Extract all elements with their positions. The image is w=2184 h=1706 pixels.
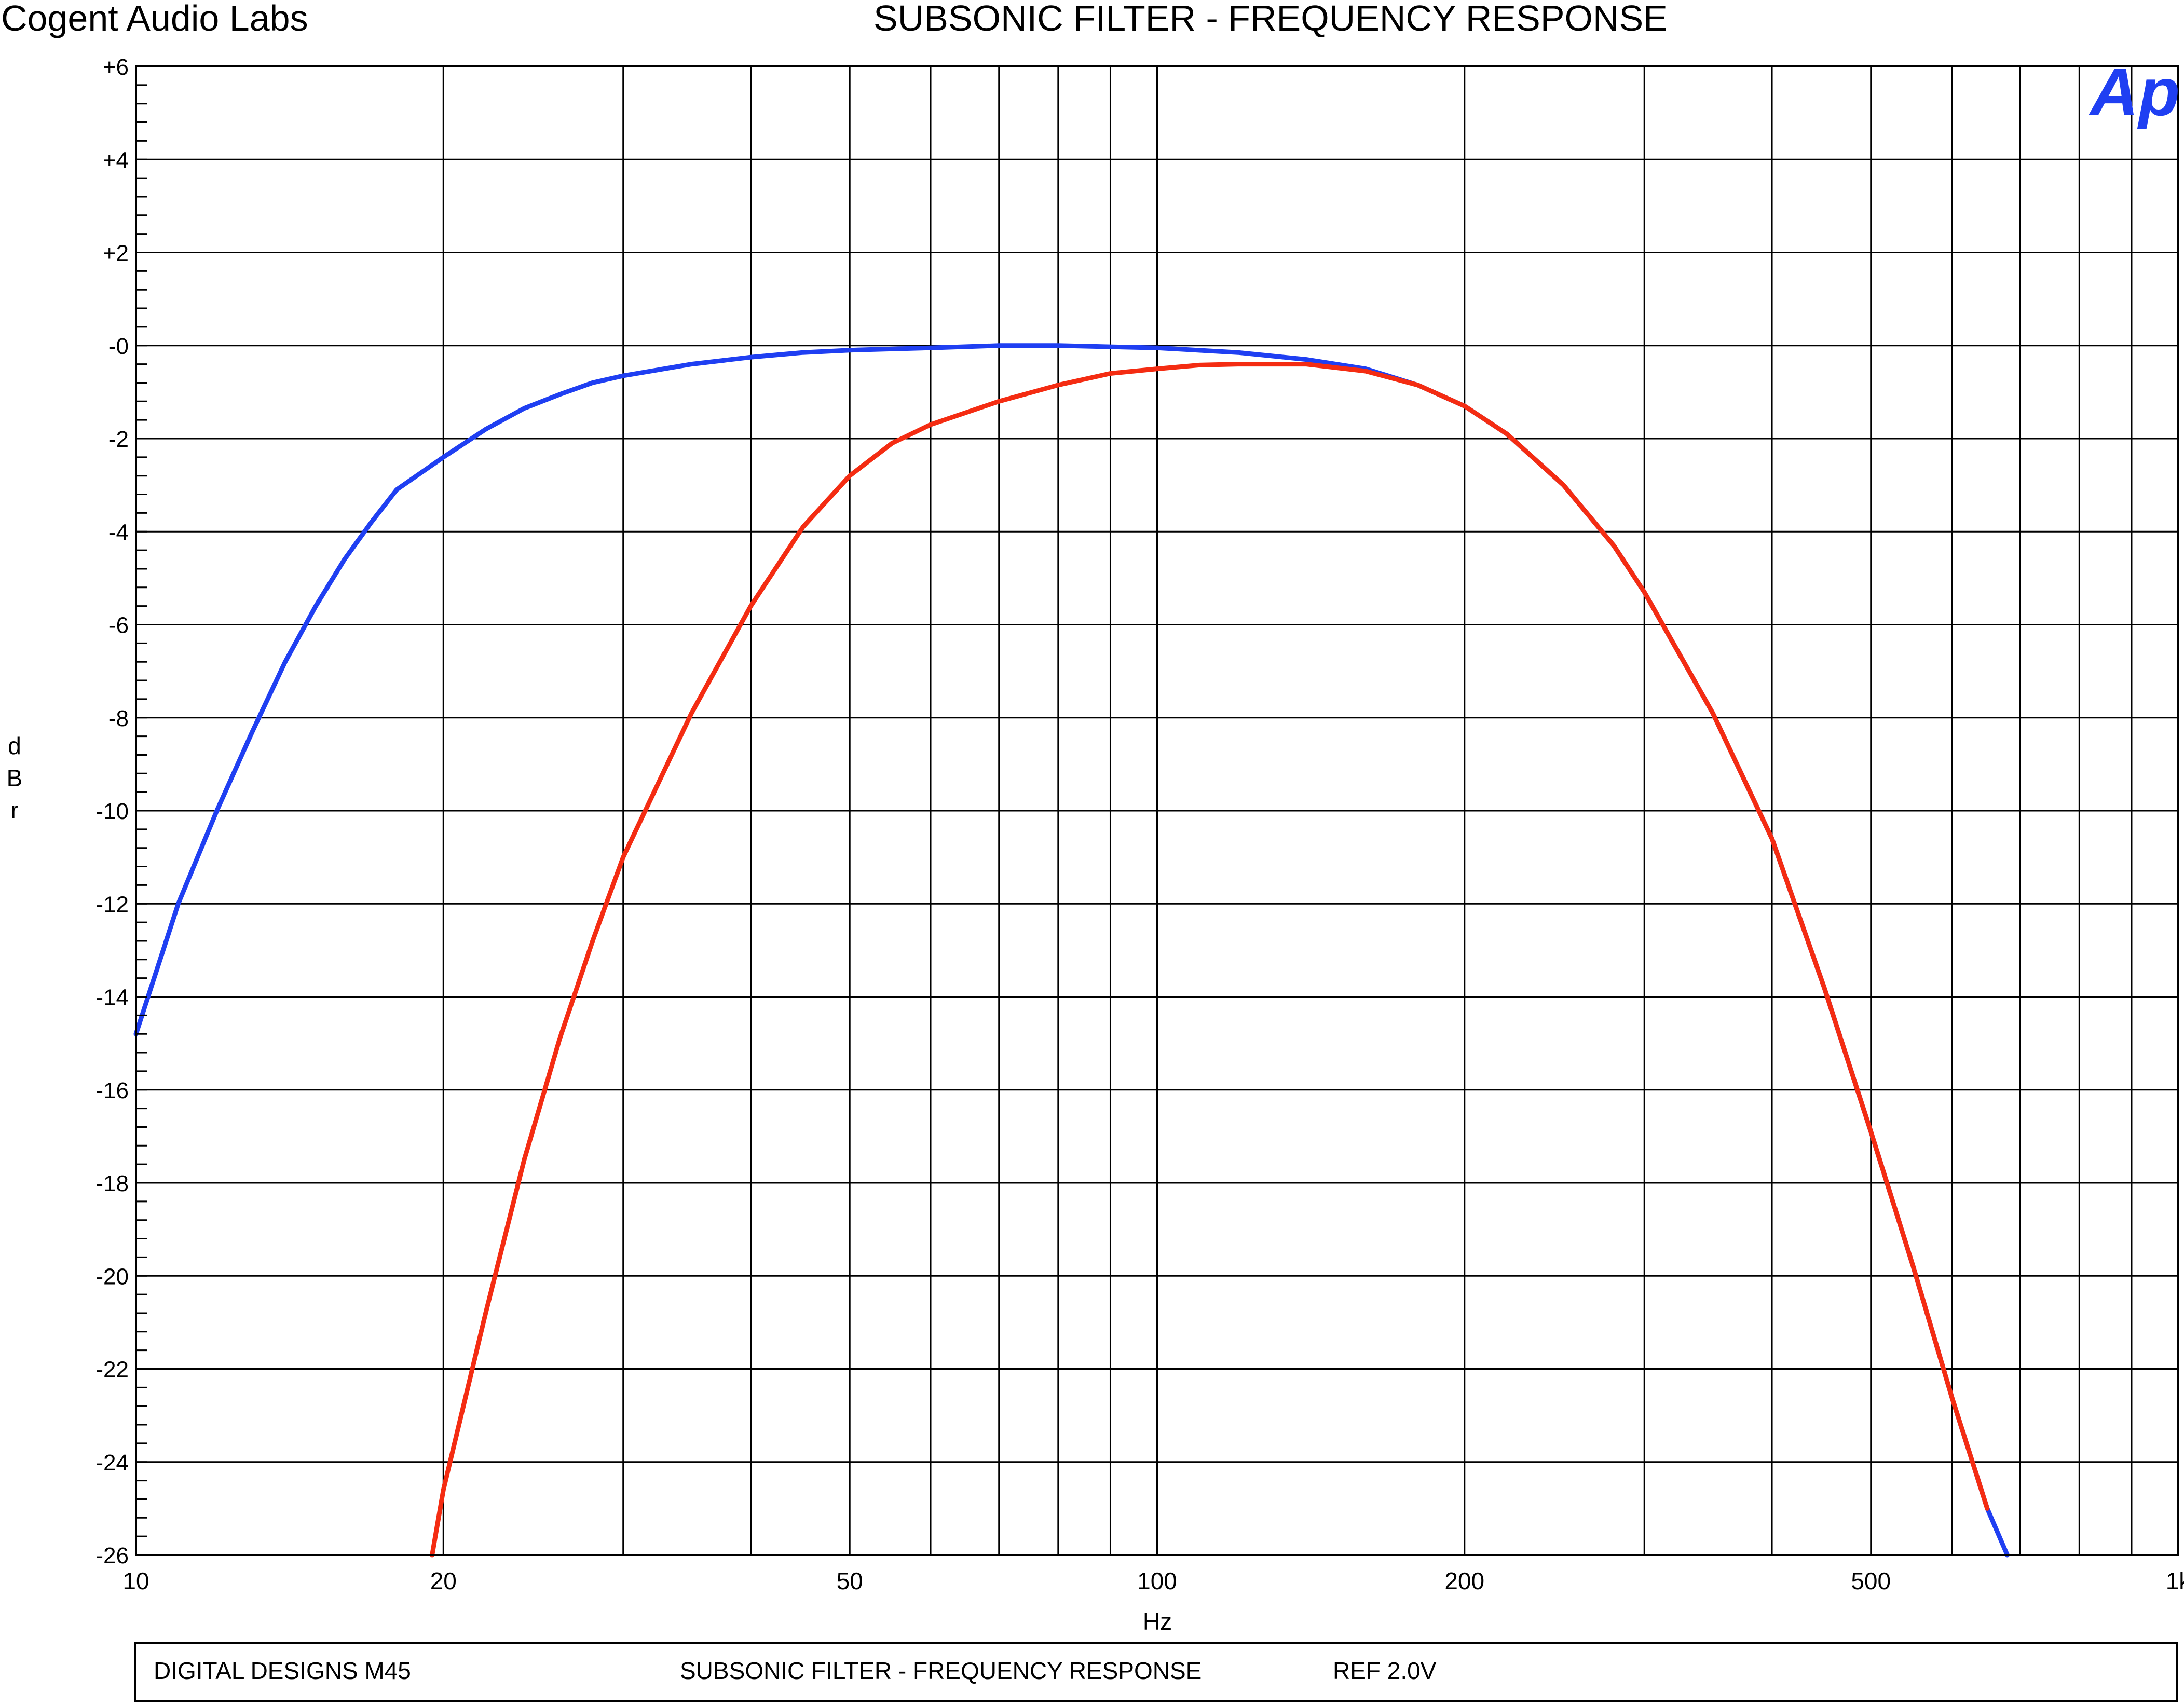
y-tick-label: -26 <box>95 1543 129 1568</box>
x-tick-label: 200 <box>1444 1567 1484 1594</box>
series-line-2 <box>430 362 1990 1558</box>
ap-logo-icon: Ap <box>2089 54 2180 130</box>
x-tick-label: 100 <box>1137 1567 1177 1594</box>
plot-frame <box>135 65 2179 1556</box>
y-tick-label: +2 <box>103 241 129 266</box>
y-tick-label: -2 <box>108 427 129 452</box>
x-tick-label: 500 <box>1851 1567 1891 1594</box>
page-title: SUBSONIC FILTER - FREQUENCY RESPONSE <box>873 0 1668 38</box>
footer-device: DIGITAL DESIGNS M45 <box>154 1657 411 1684</box>
axis-layer: +6 +4 +2 -0 -2 -4 -6 -8 -10 -12 -14 -16 -18 -20 -22 -24… <box>95 54 2184 1594</box>
y-tick-label: +4 <box>103 147 129 173</box>
y-tick-label: -12 <box>95 892 129 917</box>
y-tick-label: -22 <box>95 1357 129 1383</box>
company-name: Cogent Audio Labs <box>1 0 308 38</box>
x-axis-label: Hz <box>1143 1608 1172 1635</box>
y-axis-label-char: d <box>8 732 21 759</box>
x-tick-label: 10 <box>122 1567 149 1594</box>
y-axis-label-char: B <box>7 765 23 791</box>
y-axis-label-char: r <box>10 797 18 824</box>
y-tick-label: +6 <box>103 54 129 80</box>
series-layer <box>133 343 2010 1558</box>
y-tick-label: -18 <box>95 1171 129 1196</box>
y-tick-label: -10 <box>95 799 129 824</box>
y-tick-label: -16 <box>95 1078 129 1103</box>
footer-panel <box>134 1642 2178 1702</box>
footer-reference: REF 2.0V <box>1333 1657 1437 1684</box>
series-line-1 <box>133 343 2010 1558</box>
y-tick-label: -6 <box>108 613 129 638</box>
y-tick-label: -14 <box>95 985 129 1011</box>
y-tick-label: -8 <box>108 706 129 731</box>
footer-description: SUBSONIC FILTER - FREQUENCY RESPONSE <box>680 1657 1202 1684</box>
x-tick-label: 1k <box>2166 1567 2184 1594</box>
x-tick-label: 20 <box>430 1567 457 1594</box>
y-tick-label: -0 <box>108 334 129 359</box>
y-tick-label: -20 <box>95 1264 129 1289</box>
grid-layer <box>136 66 2178 1555</box>
x-tick-label: 50 <box>837 1567 863 1594</box>
y-tick-label: -24 <box>95 1450 129 1476</box>
y-tick-label: -4 <box>108 520 129 545</box>
